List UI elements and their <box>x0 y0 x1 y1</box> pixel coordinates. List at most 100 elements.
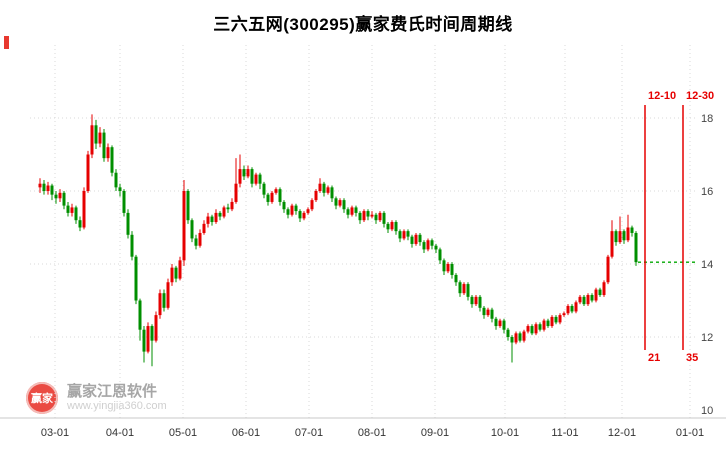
candle-body <box>246 169 250 177</box>
x-tick-label: 09-01 <box>421 427 449 439</box>
candle-body <box>322 183 326 193</box>
candle-body <box>606 256 610 283</box>
candle-body <box>146 326 150 352</box>
x-tick-label: 07-01 <box>295 427 323 439</box>
chart-title: 三六五网(300295)赢家费氏时间周期线 <box>213 15 513 34</box>
candle-body <box>222 207 226 217</box>
candle-body <box>514 333 518 343</box>
candle-body <box>518 333 522 341</box>
fib-count-label: 21 <box>648 352 660 364</box>
candle-body <box>558 315 562 323</box>
y-tick-label: 16 <box>701 186 713 198</box>
candle-body <box>510 337 514 343</box>
y-tick-label: 14 <box>701 259 713 271</box>
candle-body <box>486 309 490 316</box>
candle-body <box>398 231 402 239</box>
candle-body <box>302 212 306 219</box>
watermark-texts: 赢家江恩软件 www.yingjia360.com <box>67 383 167 413</box>
candle-body <box>238 169 242 184</box>
candle-body <box>474 296 478 305</box>
watermark-url: www.yingjia360.com <box>67 400 167 413</box>
fib-date-label: 12-30 <box>686 90 714 102</box>
candle-body <box>370 214 374 217</box>
candle-body <box>190 220 194 239</box>
candle-body <box>434 245 438 250</box>
candle-body <box>86 154 90 191</box>
x-tick-label: 10-01 <box>491 427 519 439</box>
candle-body <box>494 318 498 327</box>
candle-body <box>106 147 110 159</box>
candle-body <box>54 194 58 199</box>
candle-body <box>338 200 342 206</box>
candle-body <box>470 296 474 305</box>
candle-body <box>166 282 170 308</box>
candle-body <box>454 274 458 283</box>
candle-body <box>314 191 318 201</box>
candle-body <box>490 309 494 319</box>
candle-body <box>78 220 82 228</box>
candle-body <box>266 194 270 202</box>
candle-body <box>414 234 418 244</box>
candle-body <box>358 212 362 221</box>
logo-text: 赢家 <box>31 393 53 405</box>
candle-body <box>150 326 154 341</box>
candle-body <box>214 212 218 223</box>
candle-body <box>618 231 622 243</box>
y-tick-label: 10 <box>701 405 713 417</box>
candle-body <box>546 320 550 327</box>
candle-body <box>126 212 130 235</box>
candle-body <box>162 293 166 308</box>
candle-body <box>614 231 618 243</box>
x-tick-label: 06-01 <box>232 427 260 439</box>
candle-body <box>610 231 614 257</box>
candle-body <box>122 191 126 213</box>
x-tick-label: 01-01 <box>676 427 704 439</box>
candle-body <box>634 232 638 263</box>
candle-body <box>522 331 526 341</box>
candle-body <box>198 232 202 246</box>
candle-body <box>290 205 294 215</box>
candle-body <box>630 227 634 233</box>
candle-body <box>138 300 142 330</box>
candle-body <box>274 189 278 193</box>
candle-body <box>174 267 178 279</box>
candle-body <box>206 216 210 224</box>
candle-body <box>258 174 262 184</box>
candle-body <box>110 147 114 173</box>
y-tick-label: 18 <box>701 113 713 125</box>
candle-body <box>250 169 254 184</box>
watermark-name: 赢家江恩软件 <box>67 383 158 401</box>
candle-body <box>118 187 122 191</box>
candle-body <box>114 172 118 188</box>
candle-body <box>526 326 530 332</box>
candle-body <box>182 191 186 261</box>
candle-body <box>506 329 510 337</box>
candle-body <box>538 324 542 330</box>
candle-body <box>602 282 606 296</box>
candle-body <box>50 185 54 195</box>
candle-body <box>542 320 546 330</box>
candle-body <box>98 132 102 144</box>
watermark: 赢家 赢家江恩软件 www.yingjia360.com <box>26 382 167 414</box>
candle-body <box>270 192 274 202</box>
candle-body <box>282 201 286 210</box>
candle-body <box>158 293 162 316</box>
candle-body <box>326 187 330 193</box>
candle-body <box>502 320 506 330</box>
candle-body <box>42 183 46 191</box>
candle-body <box>362 211 366 221</box>
candle-body <box>70 207 74 213</box>
candle-body <box>102 132 106 159</box>
fib-count-label: 35 <box>686 352 698 364</box>
x-tick-label: 05-01 <box>169 427 197 439</box>
candle-body <box>554 316 558 323</box>
candle-body <box>366 211 370 217</box>
candle-body <box>374 214 378 221</box>
candle-body <box>530 326 534 334</box>
candle-body <box>390 222 394 230</box>
candle-body <box>466 284 470 297</box>
candle-body <box>570 305 574 312</box>
candle-body <box>186 191 190 221</box>
